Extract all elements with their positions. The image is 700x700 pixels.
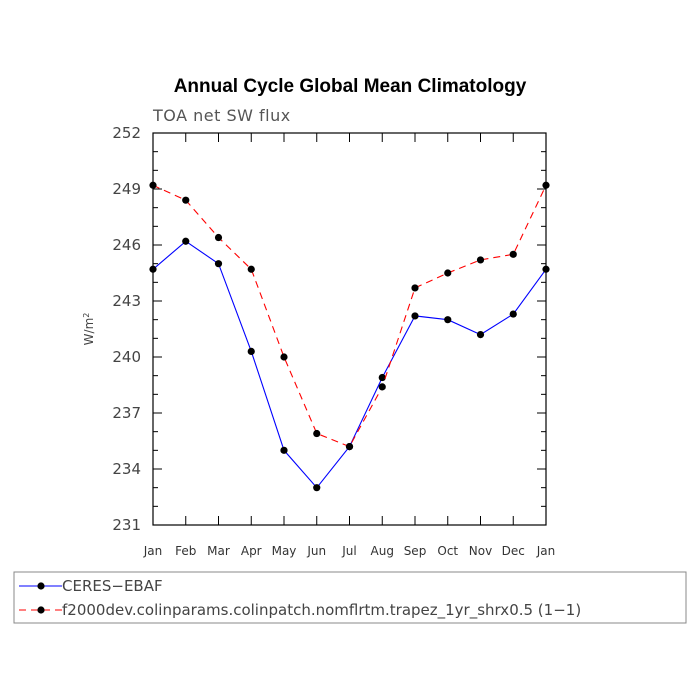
x-tick-label: Nov xyxy=(469,544,492,558)
legend-swatch-marker xyxy=(37,606,45,614)
series-layer xyxy=(149,181,550,492)
data-point xyxy=(444,269,452,277)
data-point xyxy=(378,383,386,391)
y-axis-label-unit: W/m xyxy=(82,318,96,346)
data-point xyxy=(313,429,321,438)
y-tick-label: 237 xyxy=(112,404,141,422)
data-point xyxy=(214,260,223,268)
data-point xyxy=(542,181,550,189)
legend-label: f2000dev.colinparams.colinpatch.nomflrtm… xyxy=(62,601,581,620)
y-tick-label: 234 xyxy=(112,460,141,478)
data-point xyxy=(411,284,419,292)
x-tick-label: Dec xyxy=(502,544,525,558)
series-line xyxy=(152,240,547,489)
data-point xyxy=(247,265,255,273)
data-point xyxy=(476,256,485,264)
legend-item-1: CERES−EBAF xyxy=(19,577,163,595)
legend-item-2: f2000dev.colinparams.colinpatch.nomflrtm… xyxy=(19,601,581,620)
data-point xyxy=(149,181,157,189)
data-point xyxy=(280,353,288,361)
y-tick-label: 246 xyxy=(112,236,141,254)
data-point xyxy=(182,196,190,204)
y-axis-tick-labels: 231 234 237 240 243 246 249 252 xyxy=(112,124,141,534)
y-tick-label: 240 xyxy=(112,348,141,366)
series-line xyxy=(152,184,547,448)
x-tick-label: Feb xyxy=(175,544,196,558)
x-tick-label: Jun xyxy=(306,544,326,558)
x-tick-label: Jan xyxy=(143,544,163,558)
x-tick-label: May xyxy=(272,544,297,558)
y-tick-label: 231 xyxy=(112,516,141,534)
series-2 xyxy=(149,181,550,451)
data-point xyxy=(542,265,550,273)
x-tick-label: Jan xyxy=(536,544,556,558)
data-point xyxy=(509,250,517,258)
x-tick-label: Aug xyxy=(371,544,394,558)
legend-swatch-marker xyxy=(37,582,45,590)
plot-frame xyxy=(152,132,547,526)
x-tick-label: Mar xyxy=(207,544,230,558)
data-point xyxy=(247,347,255,355)
y-axis-label-exponent: 2 xyxy=(82,313,91,318)
legend: CERES−EBAF f2000dev.colinparams.colinpatc… xyxy=(19,577,581,620)
x-tick-label: Sep xyxy=(404,544,427,558)
data-point xyxy=(476,331,485,339)
x-tick-label: Apr xyxy=(241,544,262,558)
legend-label: CERES−EBAF xyxy=(62,577,163,595)
axis-ticks xyxy=(152,132,547,526)
y-tick-label: 252 xyxy=(112,124,141,142)
data-point xyxy=(411,312,419,320)
y-tick-label: 243 xyxy=(112,292,141,310)
x-tick-label: Oct xyxy=(437,544,458,558)
data-point xyxy=(378,373,386,382)
data-point xyxy=(214,233,223,242)
data-point xyxy=(149,265,157,273)
data-point xyxy=(444,316,452,324)
legend-box xyxy=(13,571,687,624)
x-axis-tick-labels: Jan Feb Mar Apr May Jun Jul Aug Sep Oct Nov Dec Jan xyxy=(143,544,556,558)
chart-title: Annual Cycle Global Mean Climatology xyxy=(174,76,527,97)
y-axis-label: W/m2 xyxy=(82,313,97,346)
data-point xyxy=(280,446,288,454)
data-point xyxy=(182,237,190,245)
data-point xyxy=(313,484,321,492)
y-tick-label: 249 xyxy=(112,180,141,198)
data-point xyxy=(509,310,517,318)
x-tick-label: Jul xyxy=(341,544,356,558)
series-1 xyxy=(149,237,550,492)
data-point xyxy=(345,443,354,451)
chart-subtitle: TOA net SW flux xyxy=(152,106,291,125)
